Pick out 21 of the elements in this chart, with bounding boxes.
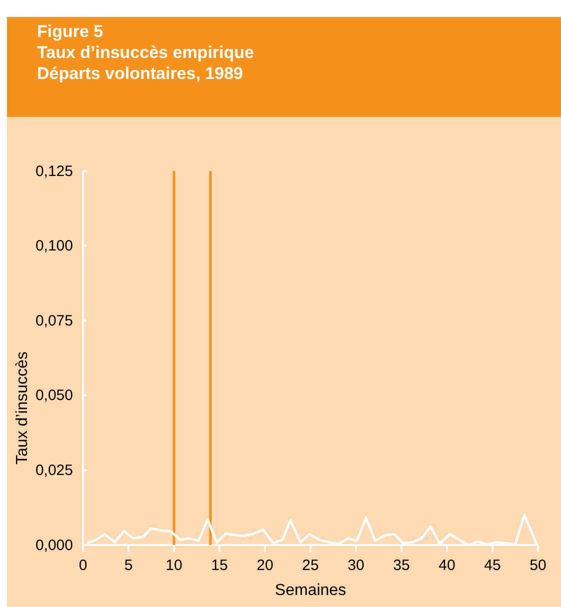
x-tick-label: 5 xyxy=(124,557,133,574)
x-tick-label: 45 xyxy=(484,557,501,574)
chart-subtitle: Taux d’insuccès empirique Départs volontaires, 1989 xyxy=(37,43,254,83)
x-tick-label: 50 xyxy=(530,557,546,574)
x-tick-label: 10 xyxy=(166,557,182,574)
x-tick-label: 20 xyxy=(256,557,274,574)
y-axis-title: Taux d’insuccès xyxy=(14,352,31,464)
y-tick-label: 0,000 xyxy=(35,536,73,554)
x-tick-label: 40 xyxy=(438,557,456,574)
y-tick-label: 0,050 xyxy=(35,387,73,404)
x-axis-title: Semaines xyxy=(274,582,346,599)
x-tick-label: 0 xyxy=(78,557,88,574)
y-tick-label: 0,025 xyxy=(35,462,73,479)
x-tick-label: 30 xyxy=(348,557,364,574)
y-tick-label: 0,100 xyxy=(35,238,73,255)
y-tick-label: 0,075 xyxy=(35,312,73,330)
chart-title: Figure 5 xyxy=(37,22,104,41)
y-tick-label: 0,125 xyxy=(35,162,73,180)
x-tick-label: 25 xyxy=(302,557,319,574)
x-tick-label: 15 xyxy=(211,557,228,574)
x-tick-label: 35 xyxy=(393,557,410,574)
